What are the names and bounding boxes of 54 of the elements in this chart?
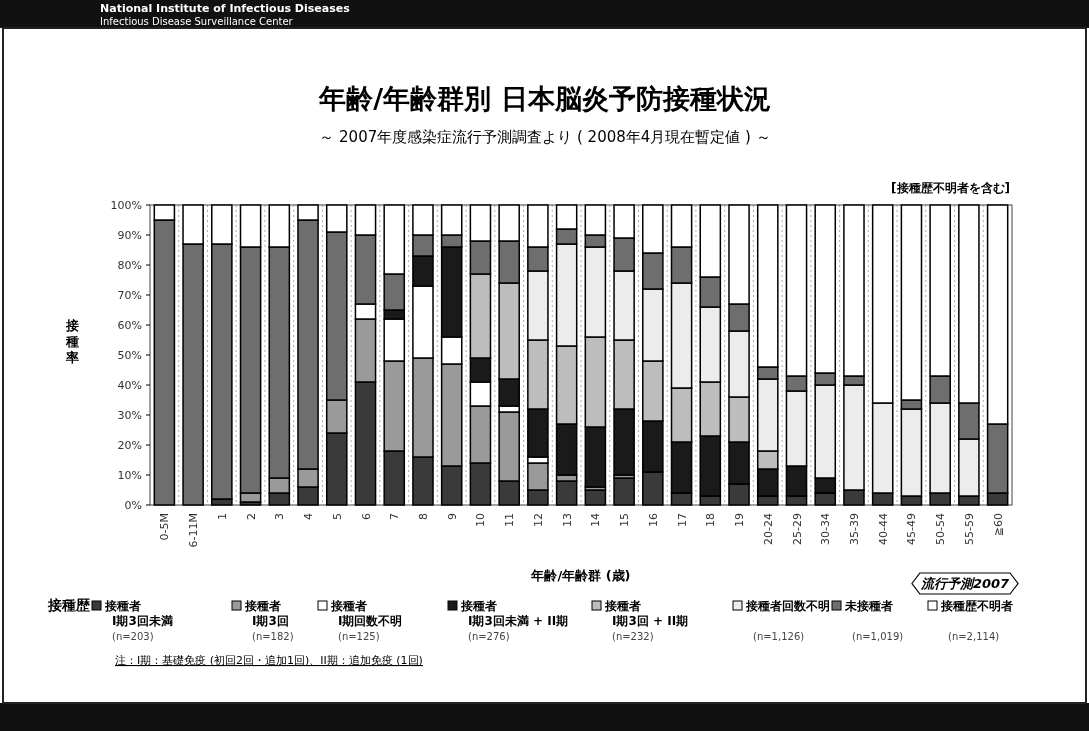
chart-title: 年齢/年齢群別 日本脳炎予防接種状況 (318, 83, 771, 114)
x-tick-label: 3 (273, 513, 287, 520)
x-tick-label: 40-44 (876, 513, 890, 545)
y-tick-label: 10% (117, 469, 142, 482)
text: National Institute of Infectious Diseases (100, 2, 351, 15)
y-tick-label: 100% (110, 199, 142, 212)
x-tick-label: 0-5M (158, 513, 172, 541)
x-tick-label: 11 (503, 513, 517, 527)
y-tick-label: 0% (124, 499, 142, 512)
legend-label: 接種者 I期3回未満 (n=203) (104, 599, 173, 642)
y-tick-label: 80% (117, 259, 142, 272)
x-tick-label: 19 (733, 513, 747, 527)
x-tick-label: 9 (445, 513, 459, 520)
x-tick-label: 7 (388, 513, 402, 520)
x-tick-label: 50-54 (934, 513, 948, 545)
legend-label: 接種者 I期3回 (n=182) (244, 599, 294, 642)
x-tick-label: 12 (531, 513, 545, 527)
x-tick-label: 25-29 (790, 513, 804, 545)
legend-title: 接種歴 (47, 597, 91, 613)
y-tick-label: 50% (117, 349, 142, 362)
text: [接種歴不明者を含む] (891, 181, 1010, 195)
x-tick-label: 45-49 (905, 513, 919, 545)
x-tick-label: 8 (416, 513, 430, 520)
x-tick-label: 14 (589, 513, 603, 527)
x-tick-label: 4 (302, 513, 316, 520)
x-tick-label: 10 (474, 513, 488, 527)
x-tick-label: 16 (646, 513, 660, 527)
x-tick-label: 1 (215, 513, 229, 520)
y-axis-title: 接種率 (64, 318, 79, 365)
x-tick-label: 20-24 (761, 513, 775, 545)
text: 流行予測2007 (919, 576, 1011, 591)
x-tick-label: 35-39 (847, 513, 861, 545)
y-tick-label: 60% (117, 319, 142, 332)
x-axis-title: 年齢/年齢群 (歳) (530, 568, 631, 583)
chart-subtitle: ～ 2007年度感染症流行予測調査より ( 2008年4月現在暫定値 ) ～ (319, 128, 771, 146)
x-tick-label: ≧60 (991, 513, 1005, 537)
legend-label: 接種者 I期回数不明 (n=125) (330, 599, 403, 642)
text: Infectious Disease Surveillance Center (100, 16, 294, 27)
x-tick-label: 17 (675, 513, 689, 527)
y-tick-label: 90% (117, 229, 142, 242)
x-tick-label: 6-11M (187, 513, 201, 548)
y-tick-label: 70% (117, 289, 142, 302)
y-tick-label: 40% (117, 379, 142, 392)
y-tick-label: 30% (117, 409, 142, 422)
x-tick-label: 30-34 (819, 513, 833, 545)
x-tick-label: 5 (330, 513, 344, 520)
x-tick-label: 2 (244, 513, 258, 520)
y-tick-label: 20% (117, 439, 142, 452)
x-tick-label: 13 (560, 513, 574, 527)
text: 注：I期：基礎免疫 (初回2回・追加1回)、II期：追加免疫 (1回) (115, 654, 423, 667)
x-tick-label: 55-59 (962, 513, 976, 545)
x-tick-label: 18 (704, 513, 718, 527)
x-tick-label: 15 (618, 513, 632, 527)
x-tick-label: 6 (359, 513, 373, 520)
